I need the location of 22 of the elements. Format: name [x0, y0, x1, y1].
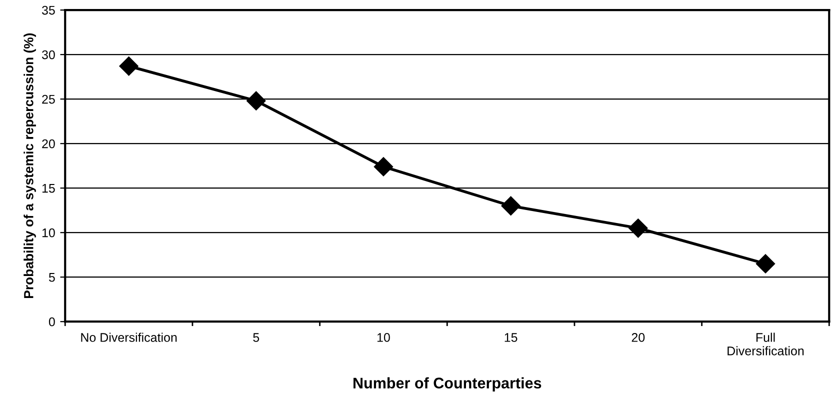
x-tick-label: 15	[504, 333, 518, 342]
y-tick-label: 0	[48, 317, 55, 326]
x-tick-label: 5	[253, 333, 260, 342]
point	[246, 91, 266, 110]
point	[501, 196, 520, 216]
y-tick-label: 30	[42, 50, 55, 60]
point	[756, 254, 776, 274]
y-tick-label: 10	[42, 228, 55, 238]
point	[119, 56, 138, 76]
x-axis-title: Number of Counterparties	[354, 377, 542, 392]
x-tick-label: 10	[377, 333, 390, 342]
point	[374, 157, 394, 176]
point	[628, 218, 648, 238]
x-tick-label: Full Diversification	[728, 332, 804, 356]
y-tick-label: 5	[48, 273, 55, 282]
x-tick-label: 20	[632, 333, 645, 342]
y-axis-title: Probability of a systemic repercussion (%)	[24, 33, 36, 298]
y-tick-label: 25	[42, 94, 55, 104]
x-tick-label: No Diversification	[81, 332, 177, 342]
y-tick-label: 15	[42, 184, 55, 193]
y-tick-label: 20	[42, 139, 55, 148]
y-tick-label: 35	[42, 6, 55, 15]
